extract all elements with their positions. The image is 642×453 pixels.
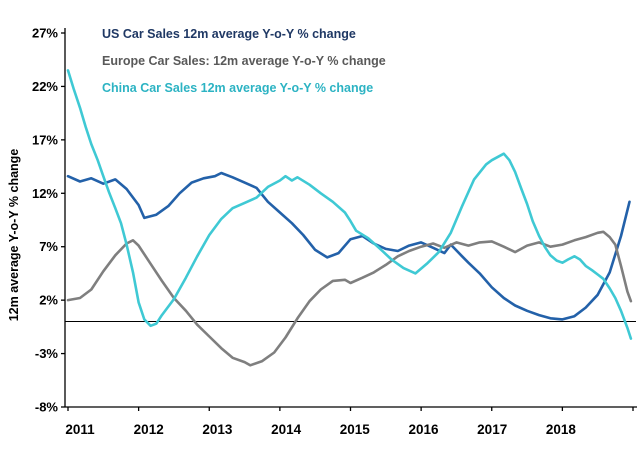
x-tick-label: 2016: [408, 422, 439, 437]
series-line-china: [66, 69, 633, 340]
y-tick-label: 22%: [32, 79, 58, 94]
series-line-us: [66, 171, 631, 321]
y-tick-label: 2%: [39, 293, 58, 308]
legend-item-europe-car-sales: Europe Car Sales: 12m average Y-o-Y % ch…: [102, 54, 386, 68]
x-tick-label: 2017: [477, 422, 507, 437]
y-tick-label: 17%: [32, 132, 58, 147]
y-tick-label: -8%: [35, 400, 59, 415]
y-axis-title: 12m average Y-o-Y % change: [7, 148, 21, 322]
y-tick-label: 7%: [39, 239, 58, 254]
y-tick-label: 12%: [32, 186, 58, 201]
x-tick-label: 2014: [271, 422, 302, 437]
y-tick-label: 27%: [32, 26, 58, 41]
legend-item-china-car-sales: China Car Sales 12m average Y-o-Y % chan…: [102, 81, 374, 95]
x-tick-label: 2015: [340, 422, 371, 437]
x-tick-label: 2013: [202, 422, 233, 437]
x-tick-label: 2018: [546, 422, 577, 437]
series-line-europe: [66, 230, 633, 367]
legend-item-us-car-sales: US Car Sales 12m average Y-o-Y % change: [102, 27, 356, 41]
x-tick-label: 2011: [65, 422, 95, 437]
y-tick-label: -3%: [35, 346, 59, 361]
x-tick-label: 2012: [134, 422, 164, 437]
legend: US Car Sales 12m average Y-o-Y % change …: [102, 21, 386, 102]
